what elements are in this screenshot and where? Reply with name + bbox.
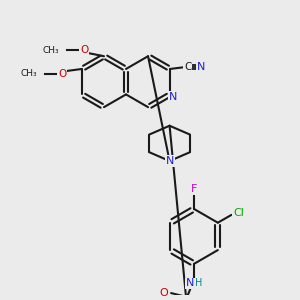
Text: H: H bbox=[195, 278, 203, 288]
Text: O: O bbox=[159, 288, 168, 298]
Text: N: N bbox=[186, 278, 194, 288]
Text: C: C bbox=[184, 62, 191, 72]
Text: N: N bbox=[197, 62, 206, 72]
Text: O: O bbox=[58, 69, 67, 79]
Text: N: N bbox=[169, 92, 177, 102]
Text: CH₃: CH₃ bbox=[20, 69, 37, 78]
Text: F: F bbox=[191, 184, 197, 194]
Text: N: N bbox=[165, 156, 174, 166]
Text: CH₃: CH₃ bbox=[42, 46, 59, 55]
Text: O: O bbox=[80, 45, 88, 55]
Text: Cl: Cl bbox=[233, 208, 244, 218]
